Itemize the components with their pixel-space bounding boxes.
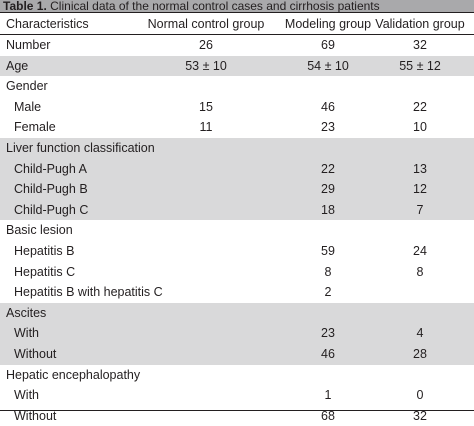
row-label: Hepatitis B: [14, 243, 75, 258]
table-row: Male 15 46 22: [0, 97, 474, 118]
cell-modeling: 46: [321, 346, 335, 361]
cell-modeling: 46: [321, 99, 335, 114]
cell-validation: 12: [413, 182, 427, 197]
table-row: Liver function classification: [0, 137, 474, 159]
table-row: Child-Pugh C 18 7: [0, 199, 474, 221]
cell-validation: 32: [413, 408, 427, 423]
cell-validation: 28: [413, 346, 427, 361]
cell-validation: 22: [413, 99, 427, 114]
cell-validation: 55 ± 12: [399, 58, 441, 73]
row-label: Hepatic encephalopathy: [6, 367, 141, 382]
row-label: Number: [6, 38, 51, 52]
table-row: With 1 0: [0, 385, 474, 406]
row-label: Female: [14, 120, 56, 135]
cell-modeling: 59: [321, 243, 335, 258]
cell-modeling: 23: [321, 120, 335, 135]
cell-validation: 4: [416, 326, 424, 341]
table-row: Child-Pugh B 29 12: [0, 179, 474, 200]
row-label: Without: [14, 408, 57, 423]
header-validation: Validation group: [375, 17, 465, 31]
row-label: With: [14, 326, 39, 341]
row-label: With: [14, 388, 39, 403]
row-label: Hepatitis C: [14, 264, 76, 279]
table-row: Ascites: [0, 302, 474, 324]
table-row: Gender: [0, 76, 474, 97]
table-row: Basic lesion: [0, 220, 474, 241]
table-caption-text: Clinical data of the normal control case…: [50, 0, 380, 12]
table-row: Without 46 28: [0, 343, 474, 365]
cell-modeling: 23: [321, 326, 335, 341]
cell-modeling: 2: [324, 285, 332, 300]
row-label: Male: [14, 99, 42, 114]
row-label: Hepatitis B with hepatitis C: [14, 285, 163, 300]
table-body: Number 26 69 32 Age 53 ± 10 54 ± 10 55 ± 12 Gend…: [0, 35, 474, 426]
cell-modeling: 54 ± 10: [307, 58, 349, 73]
row-label: Gender: [6, 79, 48, 94]
row-label: Basic lesion: [6, 223, 73, 238]
table-row: Without 68 32: [0, 406, 474, 426]
cell-validation: 13: [413, 161, 427, 176]
cell-modeling: 22: [321, 161, 335, 176]
table-row: Age 53 ± 10 54 ± 10 55 ± 12: [0, 55, 474, 77]
table-header: Characteristics Normal control group Mod…: [0, 12, 474, 35]
header-characteristics: Characteristics: [6, 17, 89, 31]
row-label: Ascites: [6, 305, 47, 320]
table-row: Female 11 23 10: [0, 117, 474, 138]
cell-modeling: 29: [321, 182, 335, 197]
table-row: Hepatic encephalopathy: [0, 365, 474, 386]
cell-validation: 8: [416, 264, 424, 279]
table-row: Hepatitis C 8 8: [0, 262, 474, 283]
table-row: Hepatitis B 59 24: [0, 241, 474, 262]
header-normal-control: Normal control group: [147, 17, 265, 31]
cell-validation: 0: [416, 388, 424, 403]
cell-normal-control: 11: [199, 120, 213, 135]
row-label: Without: [14, 346, 57, 361]
cell-normal-control: 53 ± 10: [185, 58, 227, 73]
cell-validation: 7: [416, 202, 424, 217]
table-row: Number 26 69 32: [0, 35, 474, 56]
row-label: Child-Pugh A: [14, 161, 87, 176]
cell-validation: 24: [413, 243, 427, 258]
cell-modeling: 69: [321, 38, 335, 52]
header-modeling: Modeling group: [284, 17, 372, 31]
cell-modeling: 8: [324, 264, 332, 279]
table-row: Hepatitis B with hepatitis C 2: [0, 282, 474, 303]
cell-normal-control: 26: [199, 38, 213, 52]
cell-validation: 10: [413, 120, 427, 135]
row-label: Age: [6, 58, 29, 73]
table-row: Child-Pugh A 22 13: [0, 158, 474, 180]
row-label: Child-Pugh B: [14, 182, 88, 197]
cell-modeling: 1: [324, 388, 332, 403]
cell-normal-control: 15: [199, 99, 213, 114]
table-caption: Table 1. Clinical data of the normal con…: [0, 0, 474, 12]
table-row: With 23 4: [0, 323, 474, 344]
cell-modeling: 18: [321, 202, 335, 217]
table-caption-label: Table 1.: [3, 0, 47, 12]
row-label: Liver function classification: [6, 140, 155, 155]
row-label: Child-Pugh C: [14, 202, 89, 217]
cell-validation: 32: [413, 38, 427, 52]
